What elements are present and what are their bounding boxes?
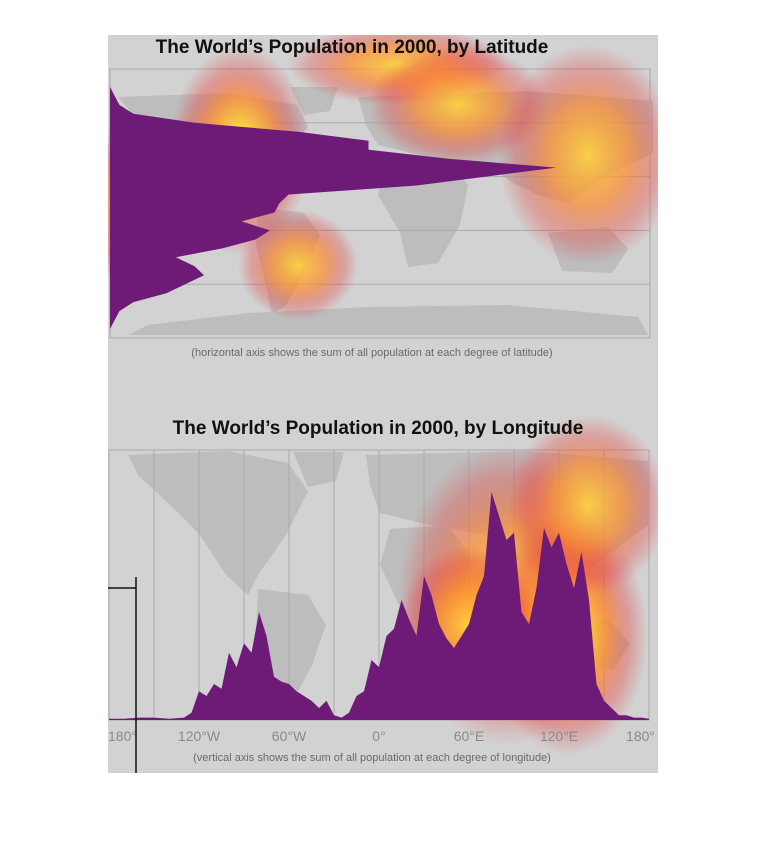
land-greenland-2 — [293, 452, 344, 487]
longitude-tick-label: 60°W — [272, 728, 307, 744]
latitude-title: The World’s Population in 2000, by Latit… — [156, 37, 549, 58]
chart-figure: The World’s Population in 2000, by Latit… — [108, 35, 658, 773]
longitude-tick-label: 0° — [372, 728, 385, 744]
heat-spot-4 — [498, 45, 658, 265]
longitude-tick-label: 60°E — [454, 728, 485, 744]
figure: The World’s Population in 2000, by Latit… — [108, 35, 658, 773]
longitude-tick-label: 180° — [108, 728, 137, 744]
longitude-tick-label: 120°E — [540, 728, 578, 744]
left-marker-bracket — [108, 577, 137, 773]
longitude-tick-labels: 180° 120°W 60°W 0° 60°E 120°E 180° — [108, 728, 655, 744]
latitude-note: (horizontal axis shows the sum of all po… — [191, 347, 552, 359]
latitude-population-area — [110, 78, 557, 329]
land-north-america-2 — [128, 451, 308, 595]
heat-spot-6 — [238, 210, 358, 320]
longitude-population-area — [109, 492, 649, 720]
latitude-panel: The World’s Population in 2000, by Latit… — [108, 35, 658, 359]
longitude-title: The World’s Population in 2000, by Longi… — [173, 418, 584, 439]
longitude-note: (vertical axis shows the sum of all popu… — [193, 752, 551, 764]
land-antarctica — [128, 305, 648, 335]
longitude-tick-label: 180° — [626, 728, 655, 744]
longitude-tick-label: 120°W — [178, 728, 221, 744]
longitude-panel: The World’s Population in 2000, by Longi… — [108, 415, 658, 764]
